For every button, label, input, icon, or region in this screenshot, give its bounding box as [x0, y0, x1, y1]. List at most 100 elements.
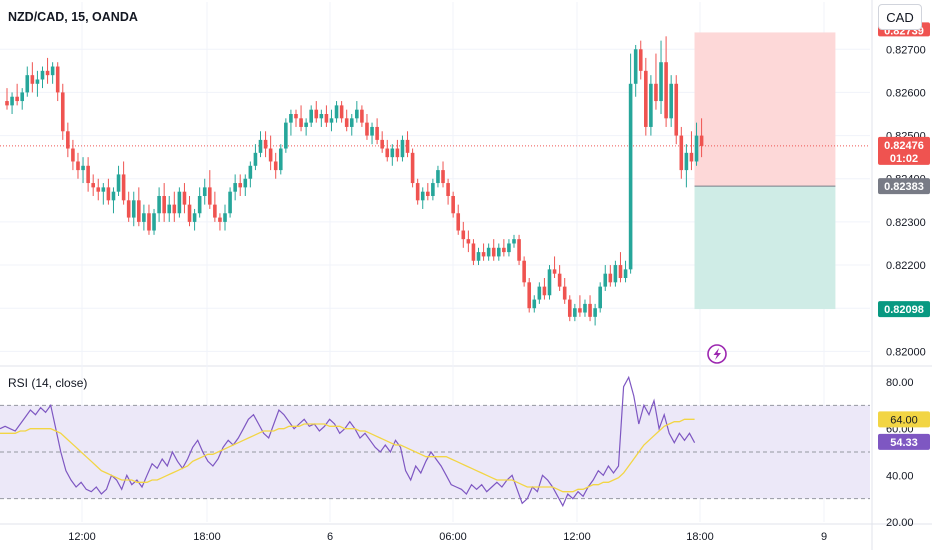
candle-body [588, 303, 592, 317]
candle [491, 239, 496, 261]
time-tick-label: 18:00 [193, 531, 221, 543]
candle-body [410, 152, 415, 184]
candle-body [96, 187, 101, 192]
candle [618, 252, 623, 283]
current-price-badge-text: 0.82476 [884, 140, 924, 152]
candle [243, 174, 248, 196]
candle [349, 114, 354, 136]
price-tick-label: 0.82600 [886, 87, 926, 99]
candle [517, 234, 521, 266]
candle [344, 109, 349, 132]
rsi-ma-badge-text: 64.00 [890, 414, 918, 426]
candle-body [71, 148, 75, 162]
candle [248, 161, 253, 188]
candle [395, 139, 400, 162]
candle-body [334, 105, 339, 119]
candle [380, 131, 384, 153]
candle [400, 135, 405, 162]
candle [466, 230, 471, 253]
candle-body [628, 83, 633, 270]
candle-body [162, 196, 166, 214]
candle [314, 101, 319, 123]
candle [441, 161, 445, 188]
rsi-ma-badge-bg [878, 411, 930, 428]
candle-body [446, 183, 450, 196]
candle [238, 174, 243, 196]
candle-body [618, 265, 623, 278]
candle [147, 204, 151, 235]
candle [537, 282, 542, 304]
candle-body [152, 213, 156, 231]
candle [542, 278, 547, 300]
rsi-lines [0, 375, 696, 508]
candle [71, 139, 75, 171]
candle-body [167, 204, 172, 214]
candles [5, 36, 704, 326]
candle-body [192, 213, 197, 222]
candle [96, 178, 101, 201]
rsi-tick-label: 80.00 [886, 377, 914, 389]
candle [121, 161, 126, 205]
candle-body [400, 139, 405, 158]
candle [213, 191, 217, 222]
currency-button[interactable]: CAD [878, 4, 922, 30]
time-tick-label: 12:00 [68, 531, 96, 543]
candle [557, 265, 562, 291]
candle [476, 247, 481, 266]
lightning-icon[interactable] [707, 344, 727, 364]
candle-body [40, 70, 45, 80]
candle-body [278, 148, 283, 171]
candle [623, 260, 628, 283]
candle [679, 126, 684, 179]
candle-body [263, 139, 268, 149]
candle [451, 191, 455, 218]
candle [55, 62, 60, 102]
candle-body [694, 135, 699, 162]
candle-body [355, 109, 359, 119]
candle [360, 105, 364, 127]
candle [157, 187, 161, 222]
candle-body [349, 118, 354, 127]
rsi-value-badge-bg [878, 433, 930, 450]
rsi-ma-badge: 64.00 [878, 411, 930, 428]
candle-body [502, 247, 506, 253]
candle [101, 183, 106, 205]
candle-body [522, 260, 526, 283]
candle [659, 40, 663, 114]
candle [137, 187, 141, 227]
price-tick-label: 0.82000 [886, 346, 926, 358]
candle [365, 114, 369, 140]
candle [613, 260, 618, 287]
candle-body [273, 161, 278, 171]
candle [436, 165, 440, 188]
candle [223, 204, 227, 231]
candle [446, 178, 450, 205]
time-axis: 12:00 18:00 6 06:00 12:00 18:00 9 [68, 531, 827, 543]
candle-body [420, 191, 425, 201]
candle-body [486, 247, 491, 257]
candle [20, 88, 25, 110]
candle-body [431, 183, 435, 196]
candle [649, 75, 653, 136]
rsi-tick-label: 40.00 [886, 470, 914, 482]
candle [152, 208, 156, 235]
candle [567, 295, 572, 322]
candle-body [365, 122, 369, 136]
candle [309, 105, 313, 127]
candle-body [248, 165, 253, 179]
time-tick-label: 12:00 [563, 531, 591, 543]
candle-body [491, 247, 496, 257]
candle-body [344, 118, 349, 127]
candle-body [633, 49, 638, 84]
candle-body [35, 79, 40, 84]
price-tick-label: 0.82700 [886, 44, 926, 56]
candle [329, 109, 334, 132]
rsi-ma-line [0, 418, 695, 493]
candle-body [137, 200, 141, 222]
candle-body [60, 92, 65, 132]
candle-body [659, 62, 663, 102]
candle-body [507, 243, 511, 253]
candle [81, 157, 85, 184]
candle-body [182, 191, 187, 205]
